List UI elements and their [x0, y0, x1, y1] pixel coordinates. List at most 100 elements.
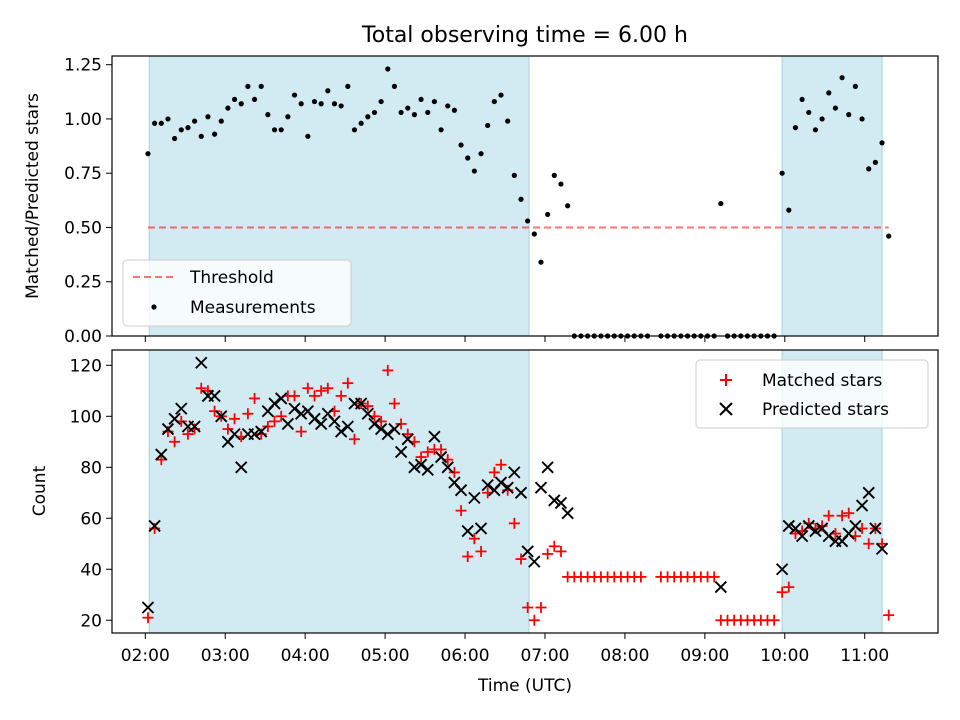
measurement-point — [812, 127, 819, 133]
predicted-point-b — [341, 420, 354, 433]
matched-point — [708, 571, 720, 583]
predicted-point — [508, 466, 521, 479]
xtick-label: 11:00 — [840, 646, 889, 666]
measurement-point — [365, 114, 371, 120]
measurement-point — [872, 159, 878, 165]
ytick-label: 60 — [80, 509, 102, 529]
measurement-point — [271, 127, 278, 133]
measurement-point — [398, 109, 404, 116]
predicted-point — [554, 496, 568, 510]
predicted-point-b — [441, 461, 454, 474]
top-ylabel: Matched/Predicted stars — [23, 93, 43, 299]
predicted-point-b — [288, 402, 301, 415]
measurement-point — [839, 75, 845, 81]
predicted-point — [408, 461, 421, 474]
predicted-point-b — [374, 422, 388, 436]
measurement-point — [545, 211, 551, 218]
ytick-label: 0.75 — [64, 164, 102, 184]
predicted-point — [148, 519, 161, 533]
xtick-label: 09:00 — [680, 646, 729, 666]
measurement-point — [491, 98, 497, 105]
top-legend-box — [122, 259, 352, 327]
measurement-point — [826, 90, 832, 96]
predicted-point-b — [148, 519, 161, 533]
matched-point — [783, 581, 795, 593]
measurement-point — [852, 83, 859, 89]
predicted-point — [802, 519, 815, 533]
predicted-point-b — [175, 402, 188, 415]
measurement-point — [418, 96, 424, 103]
measurement-point — [458, 142, 464, 148]
predicted-point — [514, 486, 528, 499]
measurement-point — [285, 114, 291, 120]
predicted-point-b — [141, 601, 155, 614]
predicted-point-b — [714, 580, 728, 594]
matched-point — [768, 614, 780, 626]
bottom-xlabel: Time (UTC) — [477, 676, 572, 696]
predicted-point — [809, 524, 822, 538]
measurement-point — [505, 118, 511, 124]
xtick-label: 07:00 — [520, 646, 569, 666]
predicted-point-b — [822, 529, 835, 543]
predicted-point — [414, 458, 428, 471]
predicted-point-b — [461, 524, 474, 538]
matched-legend-label: Matched stars — [762, 371, 882, 391]
matched-point — [382, 364, 394, 376]
measurement-point — [211, 131, 218, 137]
matched-point — [222, 423, 234, 435]
matched-point — [876, 538, 888, 550]
predicted-point-b — [434, 450, 448, 464]
bottom-xticks: 02:00 03:00 04:00 05:00 06:00 07:00 08:00 09:00… — [121, 633, 889, 666]
predicted-point — [275, 392, 288, 405]
predicted-point-b — [275, 392, 288, 405]
predicted-point-b — [795, 529, 809, 543]
measurement-point — [345, 83, 351, 89]
predicted-point — [421, 463, 434, 477]
matched-point — [515, 553, 527, 565]
predicted-point-b — [235, 461, 248, 474]
predicted-point — [195, 356, 208, 369]
predicted-point-b — [468, 491, 481, 505]
measurement-point — [886, 233, 892, 239]
measurement-point — [558, 181, 564, 187]
predicted-point-b — [248, 427, 261, 441]
matched-point — [455, 505, 467, 517]
predicted-point-b — [548, 494, 561, 507]
predicted-point — [361, 407, 374, 420]
measurement-point — [465, 155, 471, 161]
predicted-point — [314, 417, 328, 431]
matched-point — [635, 571, 647, 583]
predicted-point-b — [188, 420, 201, 433]
predicted-point-b — [454, 484, 468, 497]
matched-point — [475, 545, 487, 557]
figure-title: Total observing time = 6.00 h — [361, 23, 688, 48]
predicted-point-b — [161, 422, 175, 436]
measurement-point — [258, 83, 264, 89]
measurement-point — [718, 200, 724, 207]
predicted-point-b — [775, 563, 789, 576]
predicted-point-b — [554, 496, 568, 510]
ytick-label: 40 — [80, 560, 102, 580]
predicted-point — [268, 397, 281, 410]
measurement-point — [218, 118, 224, 124]
predicted-point-b — [354, 397, 368, 410]
matched-point — [395, 418, 407, 430]
predicted-point — [862, 486, 875, 499]
measurement-point — [779, 170, 785, 176]
predicted-point — [175, 402, 188, 415]
predicted-point-b — [855, 499, 869, 512]
measurement-point — [225, 105, 231, 111]
predicted-point — [161, 422, 175, 436]
predicted-point-b — [368, 417, 381, 431]
predicted-point — [381, 427, 394, 441]
predicted-point-b — [208, 389, 221, 403]
predicted-point-b — [815, 522, 829, 535]
matched-point — [508, 517, 520, 529]
matched-point — [309, 390, 321, 402]
measurement-point — [198, 133, 204, 139]
matched-point — [462, 551, 474, 563]
predicted-point-b — [508, 466, 521, 479]
predicted-point-b — [875, 542, 889, 556]
bottom-points-predicted — [141, 356, 889, 614]
